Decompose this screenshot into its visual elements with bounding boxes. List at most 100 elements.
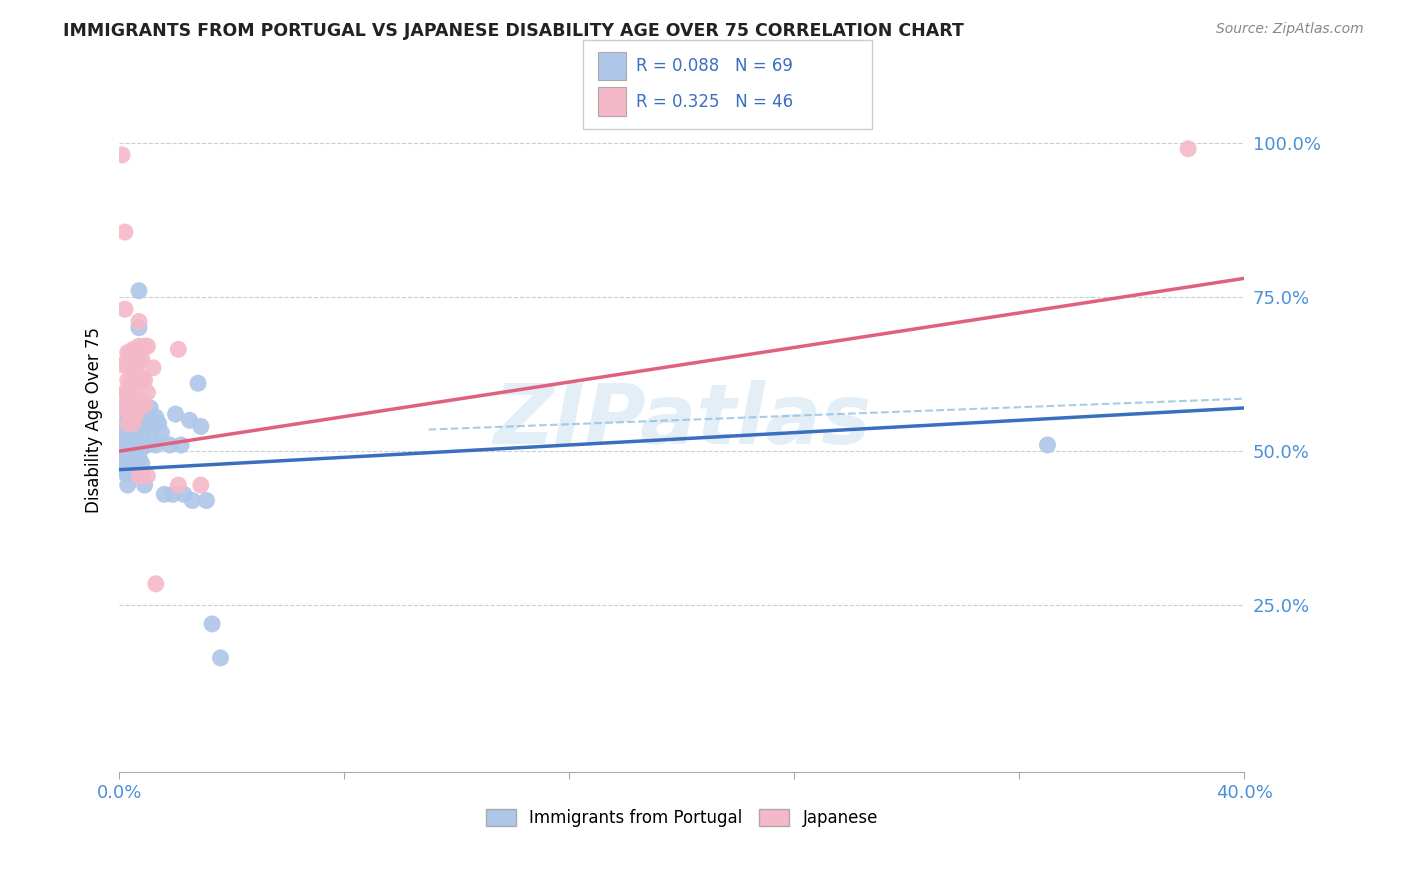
- Point: [111, 148, 134, 162]
- Point: [122, 450, 145, 465]
- Point: [117, 373, 139, 387]
- Point: [134, 339, 156, 353]
- Point: [117, 417, 139, 431]
- Point: [181, 493, 204, 508]
- Point: [111, 358, 134, 372]
- Legend: Immigrants from Portugal, Japanese: Immigrants from Portugal, Japanese: [479, 803, 884, 834]
- Point: [122, 383, 145, 397]
- Point: [128, 320, 150, 334]
- Point: [117, 466, 139, 480]
- Point: [122, 438, 145, 452]
- Point: [125, 438, 148, 452]
- Point: [120, 466, 142, 480]
- Point: [117, 478, 139, 492]
- Point: [117, 428, 139, 442]
- Point: [128, 450, 150, 465]
- Point: [131, 428, 153, 442]
- Point: [122, 423, 145, 437]
- Point: [136, 468, 159, 483]
- Point: [187, 376, 209, 391]
- Point: [125, 373, 148, 387]
- Point: [134, 398, 156, 412]
- Point: [142, 432, 165, 446]
- Point: [120, 413, 142, 427]
- Point: [120, 410, 142, 425]
- Point: [201, 616, 224, 631]
- Point: [114, 302, 136, 317]
- Point: [122, 401, 145, 415]
- Point: [117, 407, 139, 421]
- Text: R = 0.325   N = 46: R = 0.325 N = 46: [636, 93, 793, 111]
- Point: [122, 417, 145, 431]
- Point: [117, 345, 139, 359]
- Point: [114, 225, 136, 239]
- Point: [131, 441, 153, 455]
- Point: [131, 417, 153, 431]
- Point: [131, 370, 153, 384]
- Point: [120, 441, 142, 455]
- Point: [128, 466, 150, 480]
- Point: [125, 425, 148, 440]
- Point: [139, 401, 162, 415]
- Point: [173, 487, 195, 501]
- Point: [117, 417, 139, 431]
- Point: [117, 441, 139, 455]
- Point: [128, 468, 150, 483]
- Y-axis label: Disability Age Over 75: Disability Age Over 75: [86, 327, 103, 513]
- Point: [125, 392, 148, 406]
- Point: [125, 407, 148, 421]
- Point: [142, 360, 165, 375]
- Point: [114, 466, 136, 480]
- Point: [114, 432, 136, 446]
- Point: [167, 343, 190, 357]
- Point: [128, 438, 150, 452]
- Point: [170, 438, 193, 452]
- Point: [145, 577, 167, 591]
- Point: [1177, 142, 1199, 156]
- Point: [139, 417, 162, 431]
- Point: [120, 428, 142, 442]
- Point: [165, 407, 187, 421]
- Point: [117, 394, 139, 409]
- Point: [136, 407, 159, 421]
- Point: [120, 453, 142, 467]
- Point: [136, 419, 159, 434]
- Point: [125, 453, 148, 467]
- Point: [117, 450, 139, 465]
- Point: [125, 358, 148, 372]
- Point: [128, 314, 150, 328]
- Point: [1036, 438, 1059, 452]
- Point: [114, 401, 136, 415]
- Point: [145, 410, 167, 425]
- Point: [111, 425, 134, 440]
- Point: [209, 651, 232, 665]
- Point: [117, 358, 139, 372]
- Text: R = 0.088   N = 69: R = 0.088 N = 69: [636, 57, 793, 75]
- Point: [150, 425, 173, 440]
- Point: [131, 457, 153, 471]
- Text: Source: ZipAtlas.com: Source: ZipAtlas.com: [1216, 22, 1364, 37]
- Point: [136, 385, 159, 400]
- Point: [114, 401, 136, 415]
- Point: [111, 457, 134, 471]
- Point: [117, 385, 139, 400]
- Point: [167, 478, 190, 492]
- Point: [120, 398, 142, 412]
- Point: [122, 360, 145, 375]
- Point: [128, 354, 150, 368]
- Point: [136, 339, 159, 353]
- Point: [190, 419, 212, 434]
- Point: [128, 284, 150, 298]
- Point: [131, 398, 153, 412]
- Point: [128, 339, 150, 353]
- Point: [120, 345, 142, 359]
- Point: [134, 410, 156, 425]
- Point: [122, 410, 145, 425]
- Point: [162, 487, 184, 501]
- Point: [148, 417, 170, 431]
- Point: [122, 343, 145, 357]
- Point: [131, 351, 153, 366]
- Point: [142, 417, 165, 431]
- Point: [117, 401, 139, 415]
- Point: [120, 358, 142, 372]
